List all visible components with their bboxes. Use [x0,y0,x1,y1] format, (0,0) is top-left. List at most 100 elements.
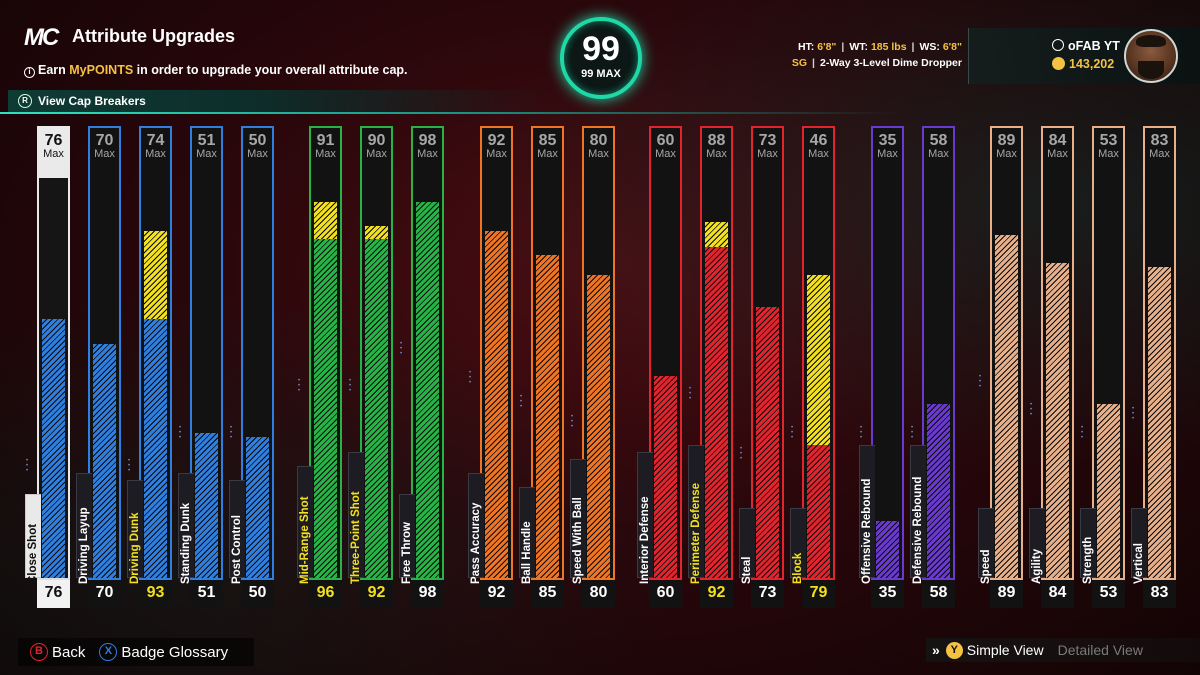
attribute-max-value: 84 [1048,132,1067,149]
label-tab [739,508,755,578]
badge-glossary-label: Badge Glossary [121,643,229,661]
attribute-max-value: 90 [367,132,386,149]
attribute-value: 93 [139,578,172,608]
attribute-bar-free-throw[interactable]: 98 Max • • • Free Throw 98 [399,126,444,608]
attribute-max: 98 Max [411,132,444,160]
back-button[interactable]: B Back [30,643,85,661]
slider-dots-icon: ••• [179,425,182,441]
attribute-boost-fill [807,274,830,445]
attribute-max: 90 Max [360,132,393,160]
label-tab [688,445,704,578]
attribute-bar-perimeter-defense[interactable]: 88 Max • • • Perimeter Defense 92 [688,126,733,608]
attribute-bar-steal[interactable]: 73 Max • • • Steal 73 [739,126,784,608]
attribute-name: Ball Handle [521,521,533,584]
slider-dots-icon: ••• [791,425,794,441]
slider-dots-icon: ••• [400,341,403,358]
weight-value: 185 lbs [870,41,907,53]
attribute-value: 92 [360,578,393,608]
player-measurements: HT: 6'8" | WT: 185 lbs | WS: 6'8" [797,41,962,53]
attribute-max: 50 Max [241,132,274,160]
simple-view-option[interactable]: Simple View [966,642,1044,658]
attribute-fill [246,436,269,578]
attribute-max-value: 53 [1099,132,1118,149]
attribute-bar-three-point-shot[interactable]: 90 Max • • • Three-Point Shot 92 [348,126,393,608]
attribute-value: 83 [1143,578,1176,608]
attribute-value: 76 [37,578,70,608]
label-tab [348,452,364,578]
attribute-value: 53 [1092,578,1125,608]
attribute-bar-pass-accuracy[interactable]: 92 Max • • • Pass Accuracy 92 [468,126,513,608]
vc-coin-icon [1052,57,1065,70]
attribute-max-label: Max [315,148,336,160]
attribute-max-label: Max [588,148,609,160]
attribute-value: 96 [309,578,342,608]
slider-dots-icon: ••• [128,458,131,475]
attribute-bar-close-shot[interactable]: 76 Max • • • Close Shot 76 [25,126,70,608]
view-toggle[interactable]: » Y Simple View Detailed View [926,638,1200,662]
overall-rating-badge: 99 99 MAX [560,17,642,99]
attribute-max: 46 Max [802,132,835,160]
mycareer-logo: MC [24,24,59,51]
attribute-name: Post Control [231,515,243,584]
attribute-bar-driving-dunk[interactable]: 74 Max • • • Driving Dunk 93 [127,126,172,608]
attribute-bar-vertical[interactable]: 83 Max • • • Vertical 83 [1131,126,1176,608]
attribute-bar-offensive-rebound[interactable]: 35 Max • • • Offensive Rebound 35 [859,126,904,608]
attribute-bar-ball-handle[interactable]: 85 Max • • • Ball Handle 85 [519,126,564,608]
attribute-max-value: 74 [146,132,165,149]
attribute-max-label: Max [1098,148,1119,160]
attribute-bar-standing-dunk[interactable]: 51 Max • • • Standing Dunk 51 [178,126,223,608]
label-tab [790,508,806,578]
attribute-name: Mid-Range Shot [299,496,311,584]
label-tab [178,473,194,578]
attribute-fill [587,274,610,578]
label-tab [127,480,143,578]
cap-breakers-label: View Cap Breakers [38,94,146,108]
slider-dots-icon: ••• [911,425,914,441]
attribute-bar-block[interactable]: 46 Max • • • Block 79 [790,126,835,608]
badge-glossary-button[interactable]: X Badge Glossary [99,643,228,661]
attribute-bar-strength[interactable]: 53 Max • • • Strength 53 [1080,126,1125,608]
detailed-view-option[interactable]: Detailed View [1057,642,1143,658]
xbox-icon [1052,39,1064,51]
label-tab [297,466,313,578]
slider-dots-icon: ••• [860,425,863,441]
attribute-bar-defensive-rebound[interactable]: 58 Max • • • Defensive Rebound 58 [910,126,955,608]
header-divider [0,112,1200,114]
attribute-max-value: 76 [44,132,63,149]
attribute-fill [93,343,116,578]
attribute-value: 35 [871,578,904,608]
player-avatar [1124,29,1178,83]
attribute-max-value: 88 [707,132,726,149]
view-cap-breakers-button[interactable]: R View Cap Breakers [8,90,548,112]
b-button-icon: B [30,643,48,661]
attribute-bar-agility[interactable]: 84 Max • • • Agility 84 [1029,126,1074,608]
attribute-fill [1148,266,1171,578]
attribute-max: 35 Max [871,132,904,160]
back-label: Back [52,643,86,661]
slider-dots-icon: ••• [689,385,692,402]
attribute-boost-fill [144,230,167,320]
attribute-fill [42,319,65,578]
attribute-fill [995,234,1018,578]
attribute-fill [807,444,830,578]
attribute-max: 76 Max [37,132,70,160]
attribute-max: 88 Max [700,132,733,160]
wingspan-label: WS: [919,41,940,53]
attribute-max-value: 73 [758,132,777,149]
attribute-max-value: 89 [997,132,1016,149]
attribute-value: 50 [241,578,274,608]
attribute-max-label: Max [94,148,115,160]
page-title: Attribute Upgrades [72,26,236,46]
attribute-max-label: Max [808,148,829,160]
attribute-bar-speed[interactable]: 89 Max • • • Speed 89 [978,126,1023,608]
attribute-value: 51 [190,578,223,608]
attribute-bar-post-control[interactable]: 50 Max • • • Post Control 50 [229,126,274,608]
attribute-max-value: 85 [538,132,557,149]
attribute-max: 92 Max [480,132,513,160]
attribute-bar-mid-range-shot[interactable]: 91 Max • • • Mid-Range Shot 96 [297,126,342,608]
slider-dots-icon: ••• [1081,425,1084,441]
attribute-bar-speed-with-ball[interactable]: 80 Max • • • Speed With Ball 80 [570,126,615,608]
archetype-value: 2-Way 3-Level Dime Dropper [820,57,962,69]
